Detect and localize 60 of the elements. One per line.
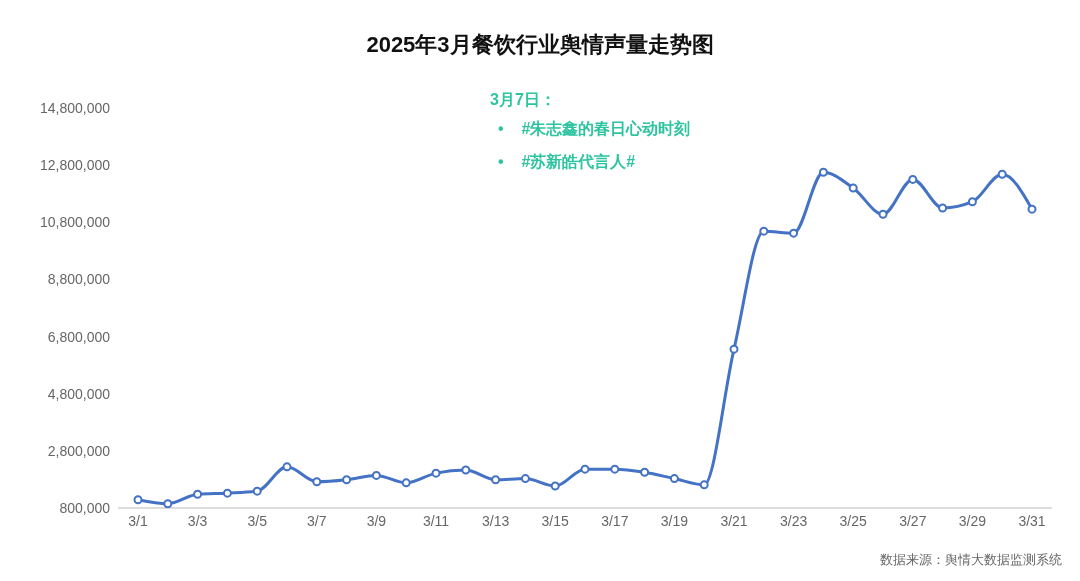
x-tick-label: 3/9: [366, 512, 387, 529]
point: [312, 477, 322, 487]
x-tick-label: 3/29: [958, 512, 987, 529]
point: [669, 474, 679, 484]
point: [938, 203, 948, 213]
x-tick-label: 3/19: [660, 512, 689, 529]
y-tick-label: 800,000: [59, 499, 111, 516]
point: [282, 462, 292, 472]
point: [729, 344, 739, 354]
point: [342, 475, 352, 485]
point: [401, 478, 411, 488]
annotation: 3月7日：: [490, 90, 557, 110]
x-tick-label: 3/11: [422, 512, 450, 529]
x-tick-label: 3/25: [839, 512, 868, 529]
annotation: • #朱志鑫的春日心动时刻: [498, 119, 691, 139]
x-tick-label: 3/13: [481, 512, 510, 529]
point: [252, 486, 262, 496]
x-tick-label: 3/21: [720, 512, 748, 529]
chart-title: 2025年3月餐饮行业舆情声量走势图: [365, 31, 715, 59]
point: [520, 474, 530, 484]
point: [193, 489, 203, 499]
y-tick-label: 14,800,000: [39, 99, 111, 116]
point: [163, 499, 173, 508]
point: [967, 197, 977, 207]
point: [699, 480, 709, 490]
source-note: 数据来源：舆情大数据监测系统: [880, 551, 1062, 569]
point: [491, 475, 501, 485]
y-tick-label: 6,800,000: [47, 328, 111, 345]
point: [908, 174, 918, 184]
point: [789, 228, 799, 238]
point: [610, 464, 620, 474]
x-tick-label: 3/1: [128, 512, 148, 529]
point: [580, 464, 590, 474]
point: [222, 488, 232, 498]
x-tick-label: 3/15: [541, 512, 570, 529]
y-tick-label: 12,800,000: [39, 157, 111, 174]
x-tick-label: 3/3: [187, 512, 208, 529]
point: [1027, 204, 1037, 214]
point: [133, 495, 143, 505]
x-tick-label: 3/23: [779, 512, 808, 529]
x-tick-label: 3/27: [899, 512, 927, 529]
x-tick-label: 3/31: [1018, 512, 1046, 529]
x-tick-label: 3/17: [601, 512, 629, 529]
y-tick-label: 10,800,000: [39, 214, 111, 231]
point: [818, 167, 828, 177]
annotation: • #苏新皓代言人#: [498, 152, 637, 172]
y-tick-label: 4,800,000: [47, 385, 111, 402]
point: [431, 468, 441, 478]
point: [848, 183, 858, 193]
point: [759, 226, 769, 236]
x-tick-label: 3/7: [307, 512, 327, 529]
x-tick-label: 3/5: [247, 512, 268, 529]
point: [878, 209, 888, 219]
point: [550, 481, 560, 491]
point: [640, 467, 650, 477]
point: [371, 470, 381, 480]
y-tick-label: 2,800,000: [47, 442, 111, 459]
y-tick-label: 8,800,000: [47, 271, 111, 288]
point: [461, 465, 471, 475]
point: [997, 169, 1007, 179]
